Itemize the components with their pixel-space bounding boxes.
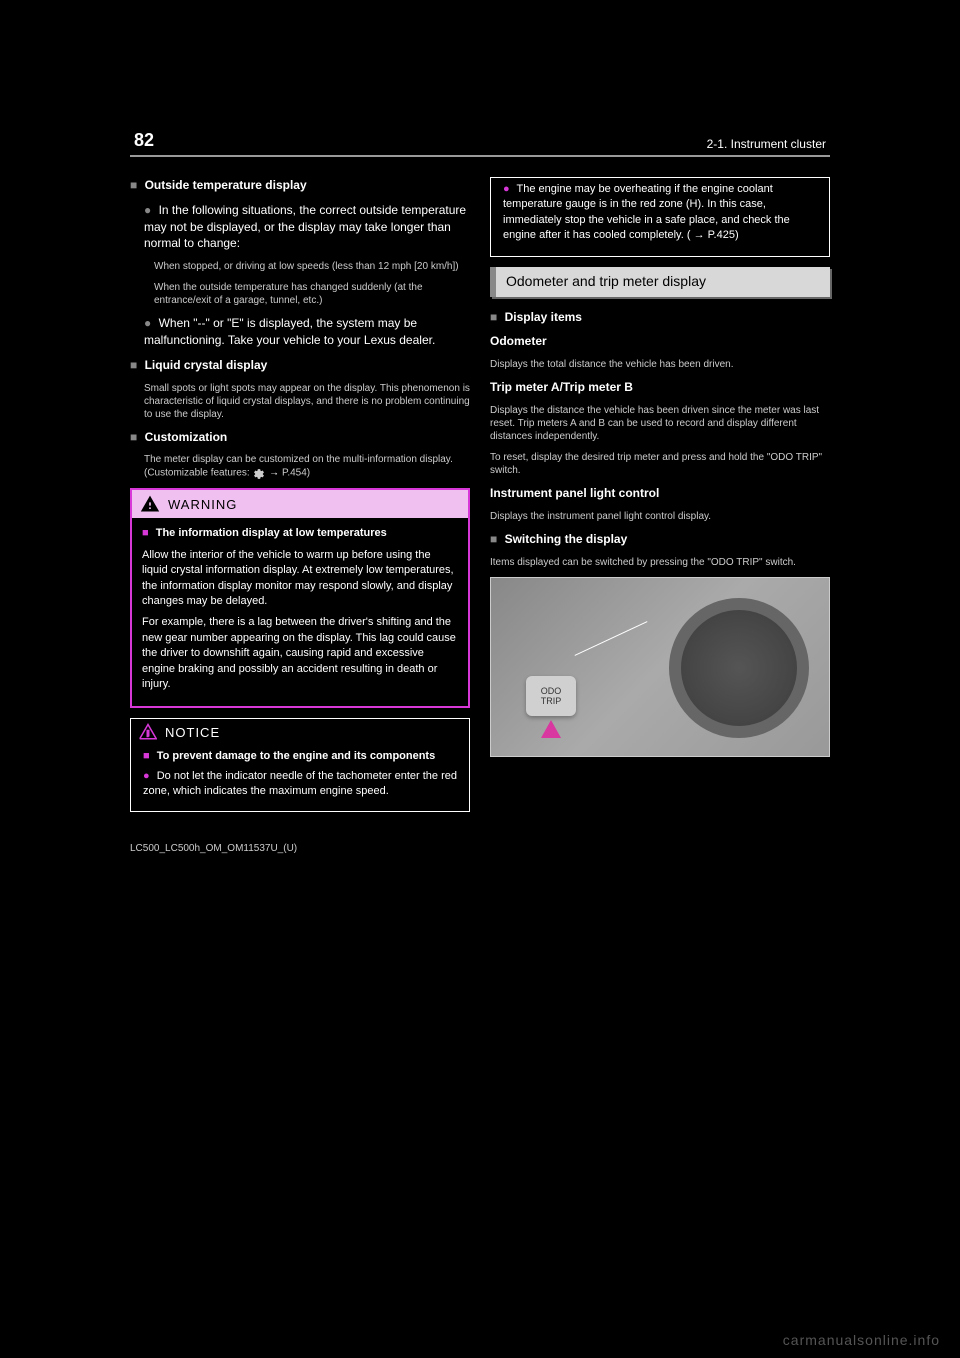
heading-outside-temp: ■ Outside temperature display (130, 177, 470, 194)
heading-text: Switching the display (505, 532, 628, 546)
warning-heading-text: The information display at low temperatu… (156, 527, 387, 539)
label-trip-meter: Trip meter A/Trip meter B (490, 379, 830, 396)
warning-body: ■ The information display at low tempera… (132, 518, 468, 706)
notice-heading-text: To prevent damage to the engine and its … (157, 750, 436, 762)
warning-triangle-icon (140, 494, 160, 514)
pointer-arrow-icon (541, 720, 561, 738)
notice-box-continued: ● The engine may be overheating if the e… (490, 177, 830, 257)
square-bullet-icon: ■ (142, 527, 149, 539)
warning-para-1: Allow the interior of the vehicle to war… (142, 548, 458, 610)
label-brightness: Instrument panel light control (490, 485, 830, 502)
heading-customization: ■ Customization (130, 429, 470, 446)
watermark: carmanualsonline.info (783, 1332, 940, 1348)
right-column: ● The engine may be overheating if the e… (490, 177, 830, 822)
page-ref: P.454) (282, 468, 310, 479)
heading-text: Outside temperature display (145, 178, 307, 192)
notice-body: ● The engine may be overheating if the e… (491, 178, 829, 256)
square-bullet-icon: ■ (130, 178, 137, 192)
notice-triangle-icon (139, 723, 157, 741)
left-column: ■ Outside temperature display ● In the f… (130, 177, 470, 822)
section-header-odometer: Odometer and trip meter display (490, 267, 830, 297)
heading-lcd: ■ Liquid crystal display (130, 357, 470, 374)
footer-doc-id: LC500_LC500h_OM_OM11537U_(U) (130, 842, 830, 855)
square-bullet-icon: ■ (130, 358, 137, 372)
page-number: 82 (134, 130, 154, 151)
odo-trip-illustration: ODO TRIP (490, 577, 830, 757)
square-bullet-icon: ■ (143, 750, 150, 762)
notice-header: NOTICE (131, 719, 469, 745)
para-dash-e: ● When "--" or "E" is displayed, the sys… (130, 315, 470, 349)
para-customization: The meter display can be customized on t… (130, 453, 470, 480)
para-intro: ● In the following situations, the corre… (130, 202, 470, 252)
arrow-icon: → (694, 229, 705, 241)
heading-display-items: ■ Display items (490, 309, 830, 326)
para-switching: Items displayed can be switched by press… (490, 556, 830, 569)
list-item-2: When the outside temperature has changed… (130, 281, 470, 307)
square-bullet-icon: ■ (490, 310, 497, 324)
notice-title: NOTICE (165, 725, 220, 740)
para-lcd: Small spots or light spots may appear on… (130, 382, 470, 421)
notice-box: NOTICE ■ To prevent damage to the engine… (130, 718, 470, 812)
para-odometer: Displays the total distance the vehicle … (490, 358, 830, 371)
notice-text: The engine may be overheating if the eng… (503, 183, 790, 241)
warning-para-2: For example, there is a lag between the … (142, 615, 458, 692)
odo-label-line1: ODO (541, 686, 562, 696)
section-title-text: Odometer and trip meter display (506, 273, 706, 289)
notice-body: ■ To prevent damage to the engine and it… (131, 745, 469, 811)
warning-title: WARNING (168, 497, 237, 512)
warning-box: WARNING ■ The information display at low… (130, 488, 470, 708)
heading-switching: ■ Switching the display (490, 531, 830, 548)
notice-heading: ■ To prevent damage to the engine and it… (143, 749, 457, 764)
notice-bullet: ● The engine may be overheating if the e… (503, 182, 817, 244)
steering-wheel-icon (669, 598, 809, 738)
notice-text: Do not let the indicator needle of the t… (143, 770, 457, 797)
heading-text: Customization (145, 430, 228, 444)
dot-bullet-icon: ● (144, 203, 151, 217)
para-trip-meter: Displays the distance the vehicle has be… (490, 404, 830, 443)
callout-line (575, 621, 648, 656)
heading-text: Display items (505, 310, 582, 324)
heading-text: Liquid crystal display (145, 358, 268, 372)
para-text: When "--" or "E" is displayed, the syste… (144, 316, 435, 347)
para-brightness: Displays the instrument panel light cont… (490, 510, 830, 523)
list-item-1: When stopped, or driving at low speeds (… (130, 260, 470, 273)
square-bullet-icon: ■ (130, 430, 137, 444)
label-odometer: Odometer (490, 333, 830, 350)
square-bullet-icon: ■ (490, 532, 497, 546)
odo-label-line2: TRIP (541, 696, 562, 706)
warning-header: WARNING (132, 490, 468, 518)
page-header: 82 2-1. Instrument cluster (130, 130, 830, 157)
odo-trip-button: ODO TRIP (526, 676, 576, 716)
para-text: In the following situations, the correct… (144, 203, 466, 251)
chapter-title: 2-1. Instrument cluster (707, 137, 826, 151)
dot-bullet-icon: ● (503, 183, 510, 195)
warning-heading: ■ The information display at low tempera… (142, 526, 458, 541)
dot-bullet-icon: ● (144, 316, 151, 330)
dot-bullet-icon: ● (143, 770, 150, 782)
gear-icon (252, 466, 266, 480)
arrow-icon: → (269, 468, 279, 479)
page-ref: P.425) (708, 229, 739, 241)
notice-bullet: ● Do not let the indicator needle of the… (143, 769, 457, 800)
para-trip-note: To reset, display the desired trip meter… (490, 451, 830, 477)
